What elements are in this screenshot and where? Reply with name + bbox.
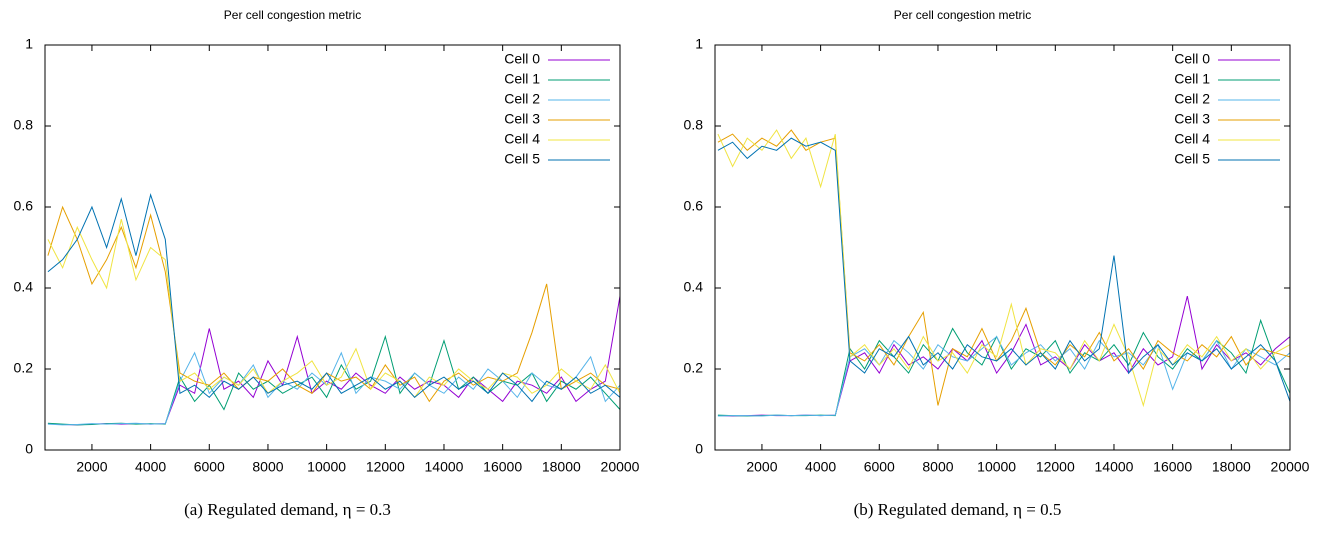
x-tick-label: 2000 [76,459,107,475]
y-tick-label: 0.8 [684,117,704,133]
x-tick-label: 10000 [977,459,1016,475]
x-tick-label: 14000 [425,459,464,475]
y-tick-label: 0.6 [14,198,34,214]
x-tick-label: 20000 [601,459,640,475]
legend-label: Cell 3 [504,111,540,127]
caption: (b) Regulated demand, η = 0.5 [854,500,1062,519]
chart-title: Per cell congestion metric [224,8,361,22]
x-tick-label: 6000 [194,459,225,475]
x-tick-label: 4000 [135,459,166,475]
x-tick-label: 18000 [1212,459,1251,475]
legend-label: Cell 0 [504,51,540,67]
x-tick-label: 8000 [922,459,953,475]
x-tick-label: 16000 [1153,459,1192,475]
y-tick-label: 1 [695,36,703,52]
series-line [717,335,1291,417]
series-line [717,318,1291,417]
x-tick-label: 14000 [1095,459,1134,475]
legend-label: Cell 5 [1174,151,1210,167]
series-line [717,137,1291,402]
y-tick-label: 0.2 [684,360,704,376]
legend-label: Cell 5 [504,151,540,167]
legend-label: Cell 2 [1174,91,1210,107]
x-tick-label: 12000 [366,459,405,475]
x-tick-label: 16000 [483,459,522,475]
y-tick-label: 0.4 [14,279,34,295]
legend-label: Cell 4 [1174,131,1210,147]
y-tick-label: 1 [25,36,33,52]
x-tick-label: 20000 [1271,459,1310,475]
plot-frame [714,44,1291,451]
x-tick-label: 2000 [746,459,777,475]
legend-label: Cell 1 [1174,71,1210,87]
x-tick-label: 10000 [307,459,346,475]
x-tick-label: 18000 [542,459,581,475]
y-tick-label: 0.6 [684,198,704,214]
legend-label: Cell 2 [504,91,540,107]
legend-label: Cell 3 [1174,111,1210,127]
series-line [717,295,1291,417]
x-tick-label: 12000 [1036,459,1075,475]
series-line [47,351,621,426]
legend-label: Cell 1 [504,71,540,87]
caption: (a) Regulated demand, η = 0.3 [184,500,391,519]
legend-label: Cell 4 [504,131,540,147]
legend-label: Cell 0 [1174,51,1210,67]
series-line [717,129,1291,408]
x-tick-label: 4000 [805,459,836,475]
plot-frame [44,44,621,451]
x-tick-label: 8000 [252,459,283,475]
chart-title: Per cell congestion metric [894,8,1031,22]
series-line [47,296,621,426]
series-line [47,219,621,399]
series-line [47,205,621,403]
y-tick-label: 0 [25,441,33,457]
y-tick-label: 0.8 [14,117,34,133]
x-tick-label: 6000 [864,459,895,475]
series-line [47,193,621,403]
y-tick-label: 0 [695,441,703,457]
y-tick-label: 0.2 [14,360,34,376]
y-tick-label: 0.4 [684,279,704,295]
series-line [717,129,1291,406]
